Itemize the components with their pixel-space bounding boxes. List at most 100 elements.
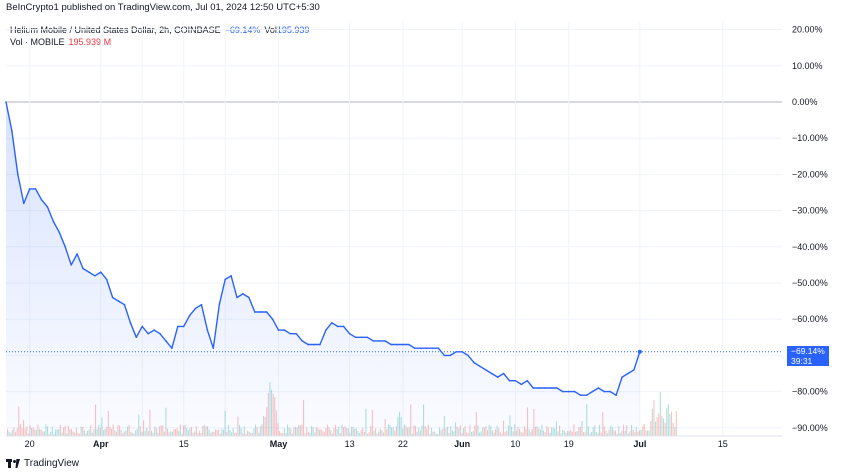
price-point	[556, 387, 558, 389]
volume-bar	[645, 430, 647, 436]
volume-bar	[666, 407, 668, 436]
y-tick-label: −80.00%	[792, 387, 828, 397]
x-tick-label: 19	[564, 439, 574, 449]
price-point	[514, 379, 517, 382]
price-point	[271, 318, 274, 321]
price-point	[325, 329, 327, 331]
price-point	[378, 340, 380, 342]
price-point	[419, 347, 422, 349]
x-tick-label: 15	[718, 439, 728, 449]
price-point	[147, 332, 149, 335]
price-point	[621, 376, 623, 378]
price-point	[591, 390, 594, 393]
price-point	[22, 202, 25, 205]
price-point	[313, 343, 315, 346]
price-point	[236, 296, 238, 299]
price-point	[467, 354, 469, 357]
price-point	[567, 390, 570, 393]
price-point	[76, 253, 78, 255]
price-point	[402, 343, 404, 346]
price-point	[633, 369, 635, 371]
volume-bar	[651, 408, 653, 436]
price-point	[544, 387, 546, 389]
price-point	[70, 264, 72, 266]
volume-bar	[642, 425, 644, 436]
price-point	[135, 336, 138, 339]
x-tick-label: Jul	[633, 439, 646, 449]
price-point	[259, 311, 262, 313]
price-point	[609, 390, 612, 393]
price-point	[295, 332, 298, 335]
footer-brand: TradingView	[6, 458, 79, 469]
price-point	[58, 231, 61, 234]
x-tick-label: 20	[25, 439, 35, 449]
price-point	[408, 343, 410, 346]
volume-bar	[664, 422, 666, 436]
price-point	[17, 173, 19, 176]
volume-bar	[667, 404, 669, 436]
price-point	[188, 314, 191, 317]
price-point	[301, 340, 303, 342]
price-point	[64, 246, 67, 248]
price-point	[342, 325, 345, 328]
price-point	[490, 372, 493, 375]
price-point	[165, 340, 167, 342]
price-point	[502, 372, 505, 375]
price-point	[627, 372, 629, 375]
volume-bar	[643, 424, 645, 436]
price-point	[573, 390, 576, 393]
price-series	[5, 101, 782, 436]
bar-countdown: 39:31	[791, 355, 813, 366]
volume-bar	[661, 416, 663, 436]
price-point	[585, 394, 588, 397]
price-point	[176, 325, 179, 328]
price-point	[615, 394, 617, 397]
x-tick-label: 10	[510, 439, 520, 449]
price-point	[532, 387, 535, 389]
price-point	[336, 325, 339, 328]
price-point	[194, 307, 197, 310]
price-point	[449, 354, 452, 357]
price-point	[354, 336, 357, 339]
price-point	[431, 347, 434, 349]
price-point	[496, 376, 499, 378]
y-tick-label: −60.00%	[792, 314, 828, 324]
volume-bar	[647, 430, 649, 436]
price-point	[123, 303, 126, 306]
footer-brand-text: TradingView	[24, 458, 80, 469]
price-point	[597, 387, 600, 389]
legend-volume-value: 195.939 M	[68, 37, 112, 47]
price-point	[11, 130, 13, 132]
volume-bar	[640, 430, 642, 436]
published-caption: BeInCrypto1 published on TradingView.com…	[6, 2, 320, 13]
y-tick-label: 10.00%	[792, 61, 823, 71]
legend-volume-label: Vol · MOBILE	[10, 37, 65, 47]
price-line	[5, 101, 641, 396]
price-point	[5, 101, 7, 103]
last-price-tag: −69.14% 39:31	[787, 345, 829, 366]
price-point	[52, 220, 55, 223]
volume-bar	[656, 416, 658, 436]
price-point	[289, 332, 292, 335]
volume-bar	[669, 413, 671, 436]
price-point	[425, 347, 428, 349]
volume-bar	[659, 392, 661, 436]
price-point	[153, 329, 155, 331]
y-tick-label: 0.00%	[792, 97, 818, 107]
volume-bar	[671, 411, 673, 436]
price-point	[40, 198, 43, 201]
price-point	[307, 343, 309, 346]
price-point	[105, 278, 108, 281]
price-point	[182, 325, 185, 328]
x-tick-label: 15	[179, 439, 189, 449]
price-point	[171, 347, 173, 349]
price-point	[508, 379, 511, 382]
price-point	[443, 354, 446, 357]
price-point	[550, 387, 552, 389]
x-axis: 20 Apr 15 May 13 22 Jun 10 19 Jul 15	[6, 435, 782, 449]
price-point	[479, 365, 481, 368]
volume-bar	[650, 421, 652, 436]
price-point	[473, 361, 475, 364]
price-point	[579, 394, 582, 397]
